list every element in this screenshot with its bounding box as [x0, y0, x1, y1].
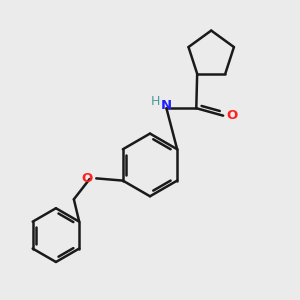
Text: O: O — [81, 172, 93, 185]
Text: H: H — [150, 95, 160, 108]
Text: N: N — [161, 99, 172, 112]
Text: O: O — [227, 109, 238, 122]
